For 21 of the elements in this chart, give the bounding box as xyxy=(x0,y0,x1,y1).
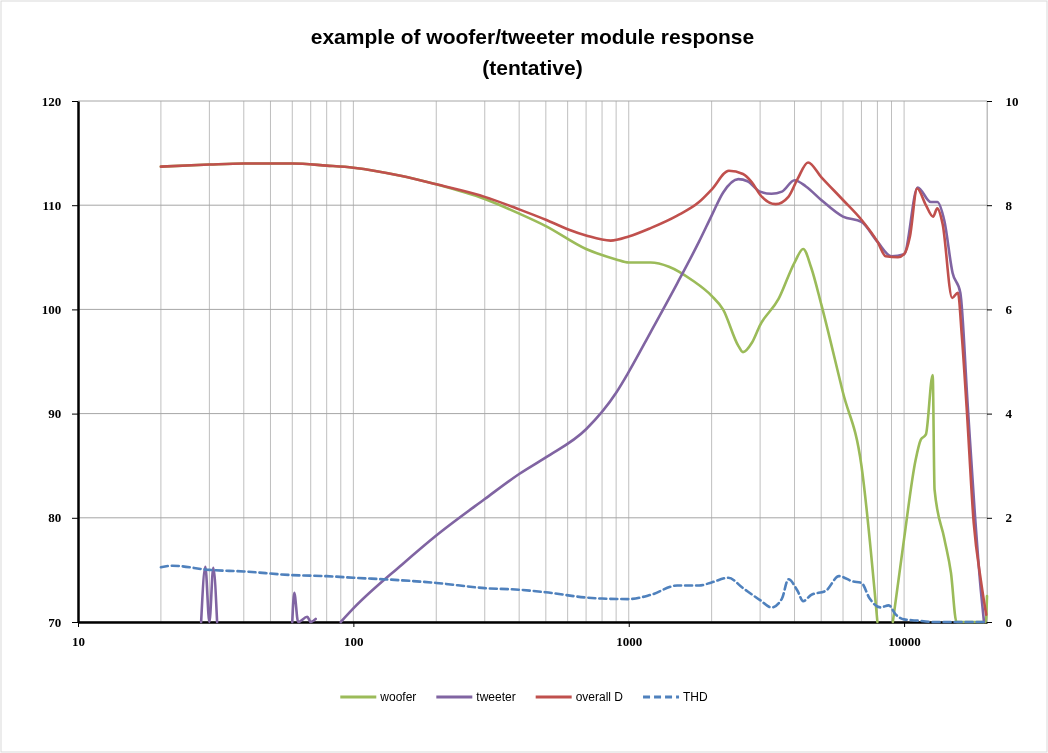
legend-label: THD xyxy=(683,690,709,704)
y-tick-label: 120 xyxy=(41,93,62,109)
y2-tick-label: 2 xyxy=(1005,510,1012,526)
x-tick-label: 10 xyxy=(72,633,85,649)
y2-tick-label: 10 xyxy=(1005,93,1019,109)
legend-label: overall D xyxy=(575,690,624,704)
y2-tick-label: 4 xyxy=(1005,406,1013,422)
y2-tick-label: 6 xyxy=(1005,302,1013,318)
legend-label: tweeter xyxy=(476,690,516,704)
y-tick-label: 90 xyxy=(48,406,62,422)
x-tick-label: 1000 xyxy=(616,633,643,649)
x-tick-label: 10000 xyxy=(888,633,921,649)
y-tick-label: 70 xyxy=(48,614,62,630)
y-tick-label: 110 xyxy=(42,197,62,213)
x-tick-label: 100 xyxy=(344,633,364,649)
y2-tick-label: 0 xyxy=(1005,614,1012,630)
legend-label: woofer xyxy=(379,690,417,704)
y2-tick-label: 8 xyxy=(1005,197,1013,213)
chart-title: example of woofer/tweeter module response (tentative) xyxy=(310,25,755,79)
y-tick-label: 80 xyxy=(48,510,62,526)
y-tick-label: 100 xyxy=(41,302,62,318)
